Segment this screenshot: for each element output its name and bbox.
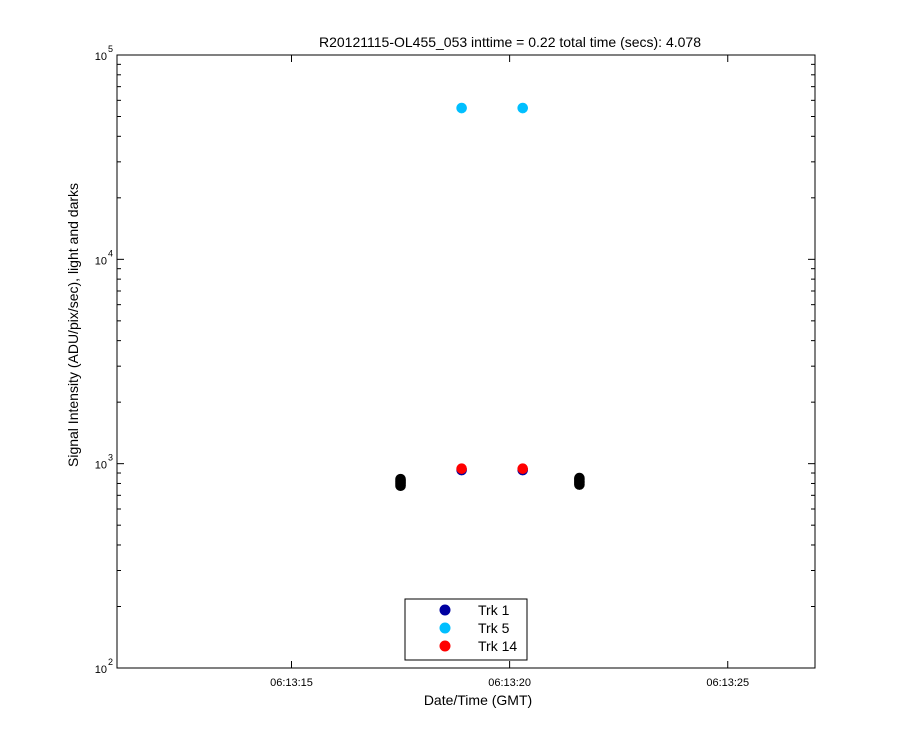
y-tick-label: 10 [95, 664, 107, 676]
legend-box [404, 598, 528, 661]
y-tick-label: 10 [95, 460, 107, 472]
legend-marker [439, 622, 451, 634]
legend-label: Trk 5 [478, 620, 510, 636]
y-axis-label: Signal Intensity (ADU/pix/sec), light an… [65, 183, 81, 467]
legend-label: Trk 1 [478, 602, 510, 618]
legend: Trk 1 Trk 5 Trk 14 [404, 598, 528, 661]
series-point-2 [517, 102, 529, 114]
x-axis-label: Date/Time (GMT) [424, 692, 532, 708]
x-tick-label: 06:13:20 [488, 677, 531, 689]
y-tick-label: 10 [95, 255, 107, 267]
dark-point [574, 472, 585, 484]
data-points [395, 102, 585, 492]
legend-label: Trk 14 [478, 638, 517, 654]
chart-title: R20121115-OL455_053 inttime = 0.22 total… [319, 34, 701, 50]
series-point-2 [456, 102, 467, 114]
y-tick-label: 10 [95, 51, 107, 63]
x-tick-label: 06:13:25 [706, 677, 749, 689]
x-tick-label: 06:13:15 [270, 677, 313, 689]
plot-area [116, 54, 816, 669]
series-point-3 [456, 463, 467, 474]
minor-ticks [117, 63, 815, 607]
y-tick-exponent: 2 [108, 657, 113, 667]
major-ticks [117, 54, 815, 669]
series-point-3 [517, 463, 529, 474]
y-tick-exponent: 4 [108, 248, 113, 258]
y-tick-exponent: 3 [108, 453, 113, 463]
legend-marker [439, 640, 451, 652]
dark-point [395, 473, 406, 485]
legend-marker [439, 604, 451, 616]
y-tick-exponent: 5 [108, 44, 113, 54]
legend-items: Trk 1 Trk 5 Trk 14 [439, 602, 517, 654]
